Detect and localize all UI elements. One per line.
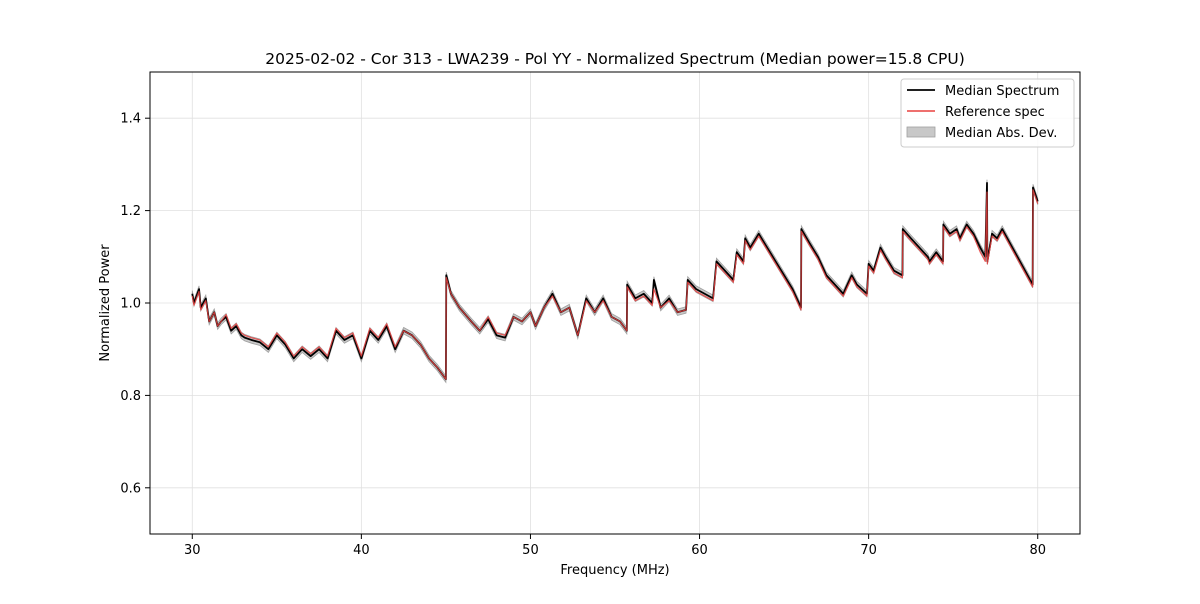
legend-box bbox=[900, 78, 1075, 148]
x-axis-ticks: 30 40 50 60 70 80 bbox=[184, 534, 1046, 558]
legend-mad-label: Median Abs. Dev. bbox=[945, 126, 1057, 141]
y-axis-ticks: 0.6 0.8 1.0 1.2 1.4 bbox=[120, 112, 150, 496]
y-tick-label: 0.6 bbox=[120, 481, 141, 496]
chart-title: 2025-02-02 - Cor 313 - LWA239 - Pol YY -… bbox=[265, 50, 965, 68]
legend-mad-swatch bbox=[906, 126, 936, 138]
x-tick-label: 60 bbox=[691, 543, 708, 558]
legend: Median Spectrum Reference spec Median Ab… bbox=[900, 78, 1075, 148]
x-tick-label: 80 bbox=[1029, 543, 1046, 558]
median-spectrum-line bbox=[191, 181, 1039, 381]
y-axis-label: Normalized Power bbox=[98, 244, 113, 362]
legend-reference-label: Reference spec bbox=[945, 105, 1045, 120]
x-tick-label: 50 bbox=[522, 543, 539, 558]
x-axis-label: Frequency (MHz) bbox=[560, 563, 669, 578]
y-tick-label: 1.2 bbox=[120, 204, 141, 219]
x-tick-label: 40 bbox=[353, 543, 370, 558]
y-tick-label: 1.0 bbox=[120, 297, 141, 312]
data-layer bbox=[191, 179, 1039, 384]
y-tick-label: 0.8 bbox=[120, 389, 141, 404]
x-tick-label: 70 bbox=[860, 543, 877, 558]
x-tick-label: 30 bbox=[184, 543, 201, 558]
legend-median-label: Median Spectrum bbox=[945, 84, 1059, 99]
reference-spec-line bbox=[191, 189, 1039, 380]
y-tick-label: 1.4 bbox=[120, 112, 141, 127]
